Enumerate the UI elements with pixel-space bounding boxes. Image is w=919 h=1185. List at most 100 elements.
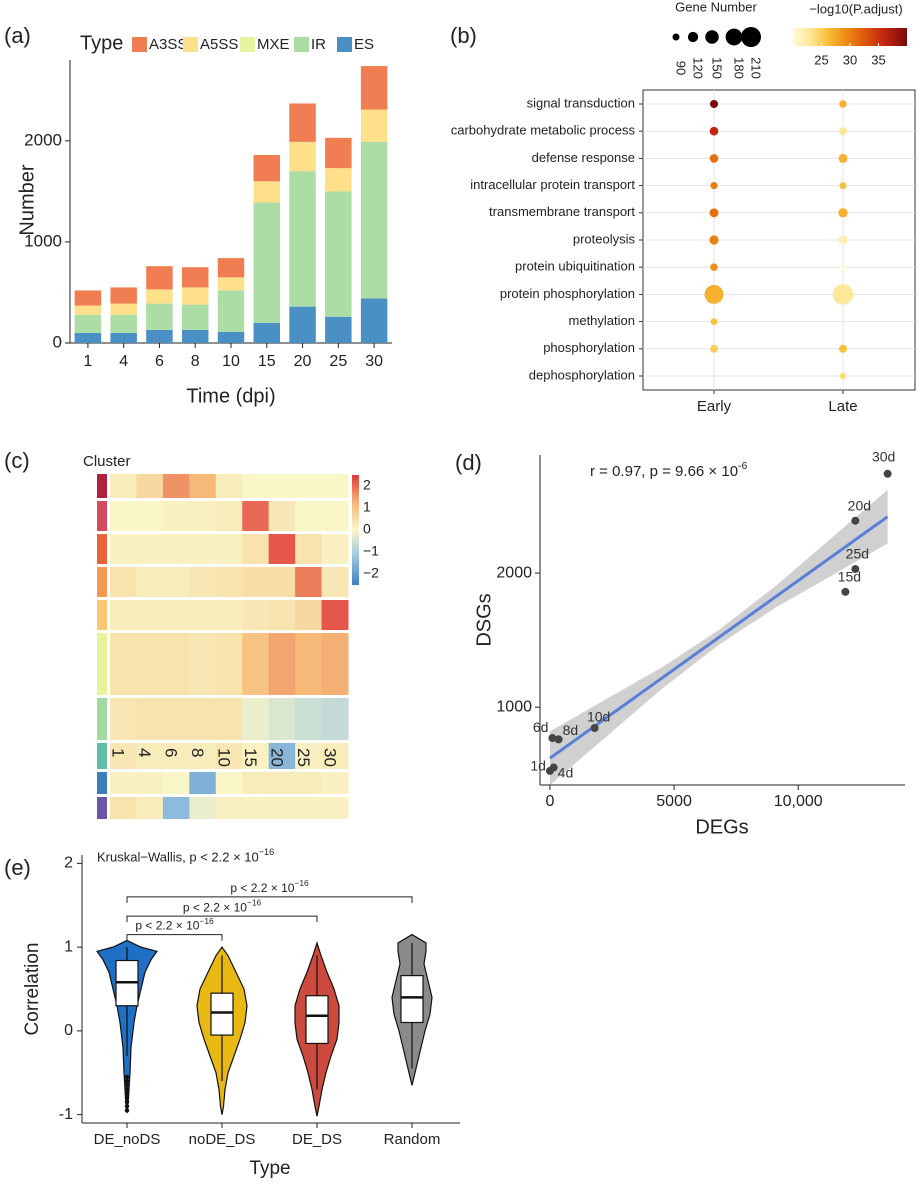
heatmap-cell: [110, 772, 137, 794]
bracket-p-label: p < 2.2 × 10−16: [183, 898, 262, 915]
dot-early: [710, 318, 718, 325]
point-label: 10d: [587, 709, 610, 725]
heatmap-cell: [136, 633, 164, 695]
significance-bracket: [126, 915, 318, 923]
panel-letter-e: (e): [4, 855, 31, 880]
heatmap-cell: [295, 501, 323, 531]
y-term-label: dephosphorylation: [529, 367, 635, 382]
size-legend-title: Gene Number: [675, 0, 757, 14]
bar-segment-a5ss: [360, 109, 388, 142]
color-legend-label: 35: [871, 52, 885, 67]
y-tick-label: 1000: [24, 231, 62, 250]
size-legend-label: 150: [710, 57, 725, 79]
bar-segment-es: [217, 331, 245, 343]
heatmap-cell: [110, 474, 137, 498]
bar-segment-es: [74, 332, 102, 343]
x-tick-label: 1: [83, 353, 92, 370]
y-tick-label: 1000: [496, 698, 532, 715]
heatmap-cell: [321, 567, 349, 597]
heatmap-cell: [242, 698, 270, 740]
bar-segment-ir: [181, 304, 209, 330]
heatmap-cell: [242, 743, 270, 769]
outlier-point: [124, 1095, 130, 1101]
x-tick-label: 30: [365, 353, 383, 370]
cluster-color-bar: [97, 772, 107, 794]
heatmap-x-label: 8: [188, 748, 207, 757]
x-tick-label: noDE_DS: [189, 1131, 256, 1148]
heatmap-cell: [136, 772, 164, 794]
bar-segment-ir: [289, 171, 316, 307]
size-legend-dot: [705, 30, 719, 44]
heatmap-cell: [242, 534, 270, 564]
bar-segment-es: [253, 322, 281, 343]
x-tick-label: 15: [258, 353, 276, 370]
y-term-label: intracellular protein transport: [470, 177, 635, 192]
heatmap-cell: [162, 567, 190, 597]
heatmap-cell: [321, 633, 349, 695]
x-tick-label: 5000: [656, 793, 692, 810]
heatmap-cell: [110, 633, 137, 695]
heatmap-cell: [268, 797, 296, 819]
heatmap-x-label: 15: [241, 748, 260, 767]
y-term-label: transmembrane transport: [489, 204, 635, 219]
x-tick-label: 10: [222, 353, 240, 370]
cluster-color-bar: [97, 474, 107, 498]
y-tick-label: -1: [59, 1106, 73, 1123]
heatmap-cell: [295, 698, 323, 740]
size-legend-label: 210: [749, 57, 764, 79]
heatmap-cell: [295, 633, 323, 695]
x-tick-label: Late: [828, 398, 857, 415]
bar-segment-a5ss: [289, 141, 316, 172]
heatmap-cell: [189, 797, 217, 819]
bar-segment-a5ss: [217, 277, 245, 291]
heatmap-cell: [162, 600, 190, 630]
dot-early: [710, 263, 718, 271]
y-term-label: protein phosphorylation: [500, 286, 635, 301]
size-legend-dot: [672, 33, 680, 41]
x-tick-label: 6: [155, 353, 164, 370]
bar-segment-a3ss: [110, 287, 137, 304]
legend-title: Type: [80, 32, 123, 54]
color-legend-bar: [793, 28, 907, 46]
heatmap-cell: [295, 600, 323, 630]
bar-segment-es: [181, 329, 209, 343]
heatmap-cell: [321, 474, 349, 498]
kruskal-annotation: Kruskal−Wallis, p < 2.2 × 10−16: [97, 847, 274, 864]
bar-segment-a5ss: [146, 289, 173, 304]
heatmap-x-label: 25: [294, 748, 313, 767]
outlier-point: [124, 1087, 130, 1092]
heatmap-cell: [321, 501, 349, 531]
heatmap-x-label: 4: [135, 748, 154, 757]
legend-swatch-a5ss: [183, 37, 198, 52]
dot-early: [709, 208, 719, 218]
box-iqr: [400, 974, 424, 1024]
heatmap-cell: [295, 474, 323, 498]
y-tick-label: 1: [64, 938, 73, 955]
box-iqr: [210, 992, 234, 1036]
heatmap-x-label: 10: [215, 748, 234, 767]
panel-a-stacked-bar-chart: (a) 0 1000 2000 1 4 6 8 10 15 20 25 30 Number Time (dp…: [4, 23, 392, 407]
outlier-point: [124, 1091, 130, 1096]
heatmap-cell: [162, 501, 190, 531]
bar-segment-a3ss: [74, 290, 102, 306]
bar-segment-ir: [74, 314, 102, 333]
cluster-color-bar: [97, 501, 107, 531]
heatmap-cell: [268, 600, 296, 630]
heatmap-cell: [268, 698, 296, 740]
data-point: [851, 516, 860, 525]
size-legend-dot: [687, 31, 699, 43]
heatmap-cell: [321, 797, 349, 819]
heatmap-cell: [189, 567, 217, 597]
color-legend-label: 30: [843, 52, 857, 67]
bar-segment-a3ss: [146, 266, 173, 290]
heatmap-cell: [189, 600, 217, 630]
heatmap-cell: [215, 743, 243, 769]
data-point: [851, 565, 860, 574]
cluster-color-bar: [97, 567, 107, 597]
bar-segment-a3ss: [360, 66, 388, 110]
heatmap-cell: [189, 772, 217, 794]
legend-label-a5ss: A5SS: [200, 36, 238, 53]
outlier-point: [124, 1099, 130, 1105]
legend-label-a3ss: A3SS: [149, 36, 187, 53]
x-tick-label: 20: [294, 353, 312, 370]
